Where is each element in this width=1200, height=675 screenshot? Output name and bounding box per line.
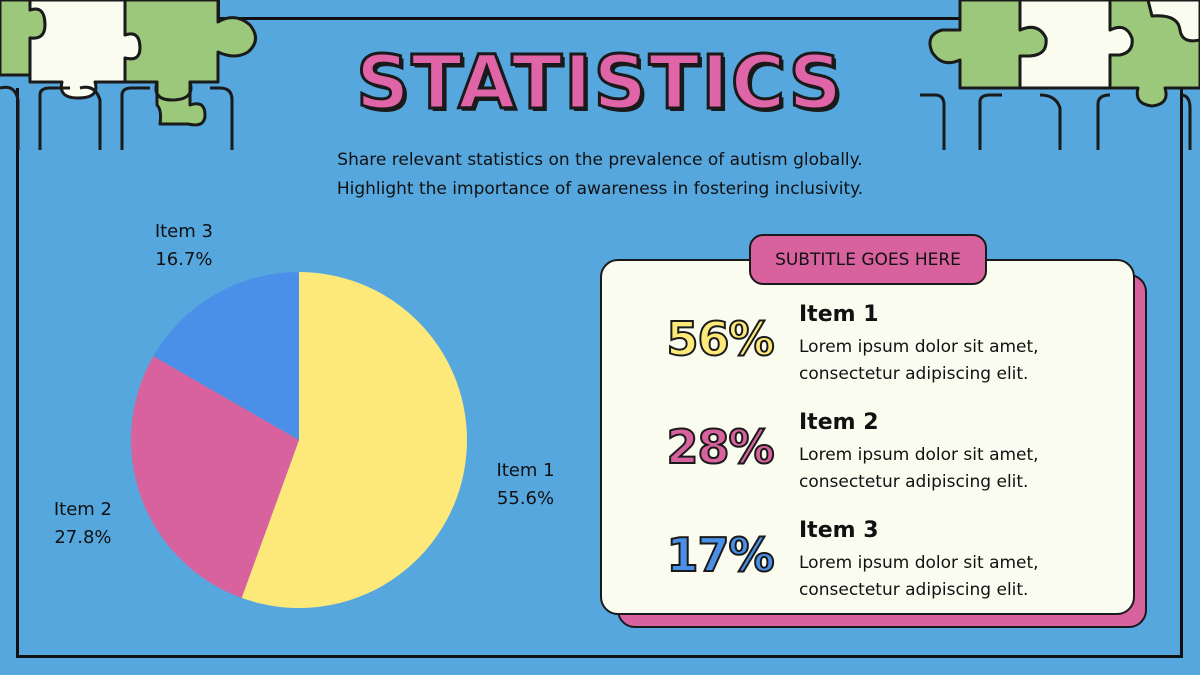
stat-percent: 28% [665, 419, 775, 475]
frame-bottom-line [16, 655, 1183, 658]
pie-label-name: Item 1 [496, 460, 554, 481]
pie-label-percent: 27.8% [54, 527, 111, 548]
frame-top-tab [217, 0, 962, 20]
stat-description: Lorem ipsum dolor sit amet, consectetur … [799, 442, 1119, 496]
stat-description-line: consectetur adipiscing elit. [799, 472, 1029, 492]
pie-label-name: Item 2 [54, 499, 112, 520]
stat-row-item-1: 56% Item 1 Lorem ipsum dolor sit amet, c… [600, 302, 1135, 392]
stat-percent: 17% [665, 527, 775, 583]
stat-description-line: Lorem ipsum dolor sit amet, [799, 445, 1039, 465]
frame-right-line [1180, 88, 1183, 658]
stat-description: Lorem ipsum dolor sit amet, consectetur … [799, 334, 1119, 388]
stat-title: Item 3 [799, 518, 879, 543]
subtitle-line: Share relevant statistics on the prevale… [337, 150, 863, 170]
frame-left-line [16, 88, 19, 658]
stat-row-item-2: 28% Item 2 Lorem ipsum dolor sit amet, c… [600, 410, 1135, 500]
stat-title: Item 2 [799, 410, 879, 435]
page-title: STATISTICS [355, 39, 844, 128]
pie-slice-1 [241, 272, 467, 608]
stat-description: Lorem ipsum dolor sit amet, consectetur … [799, 550, 1119, 604]
stat-row-item-3: 17% Item 3 Lorem ipsum dolor sit amet, c… [600, 518, 1135, 608]
puzzle-decoration-left [0, 0, 257, 150]
stat-description-line: consectetur adipiscing elit. [799, 580, 1029, 600]
puzzle-piece [1108, 0, 1200, 108]
stat-title: Item 1 [799, 302, 879, 327]
pie-slice-2 [131, 356, 299, 598]
puzzle-decoration-right [920, 0, 1200, 150]
pie-label-percent: 16.7% [155, 249, 212, 270]
card-subtitle-pill: SUBTITLE GOES HERE [749, 234, 987, 285]
pie-label-percent: 55.6% [497, 488, 554, 509]
stat-description-line: Lorem ipsum dolor sit amet, [799, 553, 1039, 573]
page-subtitle: Share relevant statistics on the prevale… [200, 146, 1000, 204]
stat-percent: 56% [665, 311, 775, 367]
subtitle-line: Highlight the importance of awareness in… [336, 179, 864, 199]
puzzle-piece [1146, 0, 1200, 43]
puzzle-piece [154, 80, 207, 127]
stat-description-line: Lorem ipsum dolor sit amet, [799, 337, 1039, 357]
stat-description-line: consectetur adipiscing elit. [799, 364, 1029, 384]
pie-label-name: Item 3 [155, 221, 213, 242]
pie-slice-3 [153, 272, 299, 440]
